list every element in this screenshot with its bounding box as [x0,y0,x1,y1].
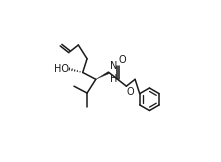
Text: O: O [127,87,135,97]
Text: O: O [119,55,126,65]
Polygon shape [96,71,109,79]
Text: N: N [110,61,117,71]
Text: HO: HO [54,64,69,74]
Text: H: H [110,74,117,84]
